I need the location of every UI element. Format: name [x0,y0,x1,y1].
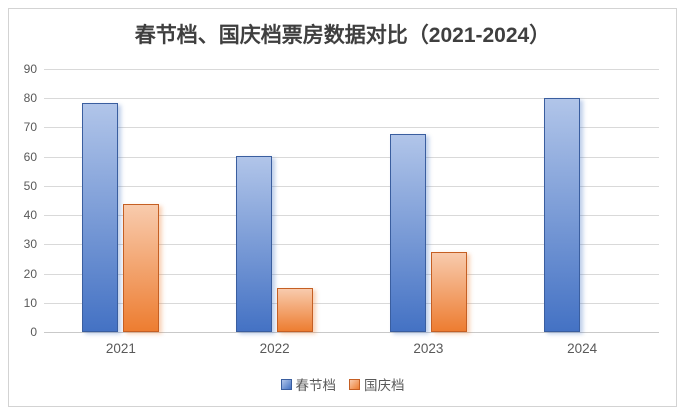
y-axis-tick-label-60: 60 [23,149,37,164]
legend: 春节档 国庆档 [9,374,676,394]
gridline-0 [44,332,659,333]
y-axis-tick-label-20: 20 [23,266,37,281]
gridline-50 [44,185,659,187]
gridline-90 [44,69,659,70]
gridline-30 [44,244,659,246]
gridline-60 [44,156,659,158]
legend-label: 国庆档 [364,378,405,393]
y-axis-tick-label-40: 40 [23,208,37,223]
legend-swatch-icon [280,378,292,390]
legend-swatch-icon [349,378,360,390]
bar-group-2023 [352,69,506,332]
gridline-10 [44,302,659,304]
y-axis-tick-label-30: 30 [23,237,37,252]
x-axis-label-2023: 2023 [413,341,444,356]
bar-国庆档-2022 [277,288,314,332]
bar-春节档-2024 [543,97,580,332]
y-axis-tick-label-0: 0 [30,325,37,339]
gridline-80 [44,98,659,100]
y-axis-tick-label-90: 90 [23,62,37,76]
y-axis-tick-label-80: 80 [23,91,37,106]
plot-area: 0 10 20 30 40 50 60 70 80 90 2021 2022 2023 2024 [24,62,659,356]
bar-group-2021 [44,69,198,332]
legend-item-春节档: 春节档 [280,374,337,394]
chart-frame: 春节档、国庆档票房数据对比（2021-2024） 0 10 20 30 40 50 60 70… [8,8,677,407]
bar-国庆档-2023 [430,252,467,332]
x-axis-label-2022: 2022 [259,341,290,356]
gridline-70 [44,127,659,129]
x-axis-label-2021: 2021 [105,341,136,356]
legend-item-国庆档: 国庆档 [349,374,405,394]
bar-春节档-2021 [82,102,119,332]
bar-春节档-2023 [389,134,426,332]
y-axis-tick-label-70: 70 [23,120,37,135]
bar-国庆档-2021 [123,203,160,332]
legend-label: 春节档 [295,378,337,393]
gridline-20 [44,273,659,275]
y-axis-tick-label-50: 50 [23,178,37,193]
bar-春节档-2022 [236,155,273,332]
gridline-40 [44,215,659,217]
x-axis-label-2024: 2024 [567,341,598,356]
y-axis-tick-label-10: 10 [23,295,37,310]
bar-group-2022 [198,69,352,332]
chart-title: 春节档、国庆档票房数据对比（2021-2024） [134,24,551,47]
bar-group-2024 [505,69,659,332]
